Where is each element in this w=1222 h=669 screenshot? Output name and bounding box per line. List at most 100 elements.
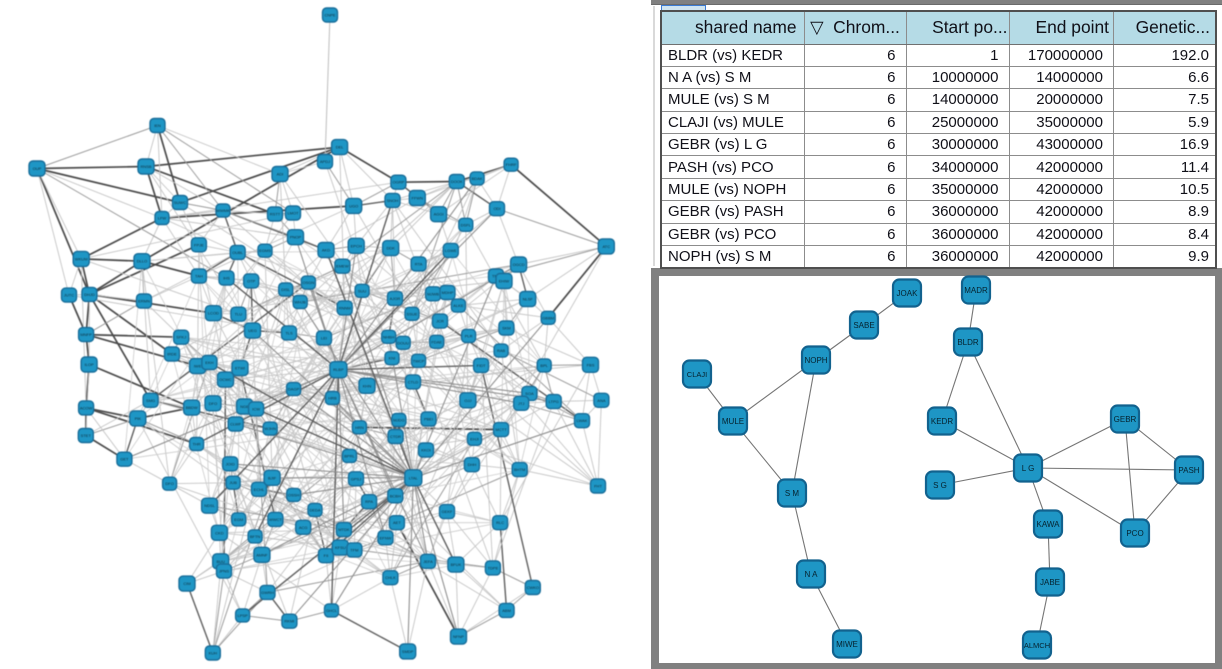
svg-text:S G: S G (933, 481, 947, 490)
svg-text:FII: FII (324, 553, 329, 558)
svg-text:MIWE: MIWE (836, 640, 858, 649)
svg-text:APDJ: APDJ (320, 159, 330, 164)
svg-text:MJDG: MJDG (393, 418, 404, 423)
svg-text:JOAK: JOAK (897, 289, 919, 298)
svg-text:SOA: SOA (525, 391, 534, 396)
svg-text:DEL: DEL (336, 145, 345, 150)
svg-text:SFKJ: SFKJ (176, 335, 186, 340)
svg-text:PLR: PLR (465, 333, 473, 338)
svg-text:KFSU: KFSU (335, 545, 346, 550)
svg-text:CWKO: CWKO (527, 585, 539, 590)
svg-text:ADI: ADI (277, 172, 284, 177)
svg-text:MDHP: MDHP (442, 290, 454, 295)
svg-text:BJIF: BJIF (268, 475, 277, 480)
svg-text:SMDP: SMDP (402, 649, 414, 654)
svg-text:GET: GET (120, 457, 129, 462)
svg-text:BLDR: BLDR (957, 338, 979, 347)
svg-text:BBDW: BBDW (186, 405, 198, 410)
svg-text:JEFA: JEFA (423, 559, 433, 564)
svg-text:OGRP: OGRP (393, 180, 405, 185)
svg-text:AET: AET (393, 520, 401, 525)
svg-text:WHJB: WHJB (295, 300, 307, 305)
svg-text:PCO: PCO (1126, 529, 1143, 538)
svg-text:TLS: TLS (285, 330, 293, 335)
svg-text:RNSB: RNSB (140, 164, 151, 169)
svg-text:KKOI: KKOI (421, 448, 431, 453)
svg-text:JPNS: JPNS (219, 569, 230, 574)
svg-text:MNFP: MNFP (80, 332, 92, 337)
svg-text:NDSL: NDSL (204, 503, 215, 508)
svg-text:OUP: OUP (33, 166, 42, 171)
svg-text:RTA: RTA (415, 261, 423, 266)
svg-text:NGE: NGE (240, 404, 249, 409)
svg-text:EMEW: EMEW (336, 264, 349, 269)
svg-text:NFNP: NFNP (453, 634, 464, 639)
svg-text:TLU: TLU (235, 312, 243, 317)
svg-text:TWCP: TWCP (413, 358, 425, 363)
svg-text:EGM: EGM (234, 517, 243, 522)
svg-text:OGCD: OGCD (513, 262, 525, 267)
svg-text:STET: STET (81, 433, 92, 438)
svg-text:N A: N A (805, 570, 819, 579)
svg-text:IRDE: IRDE (167, 352, 177, 357)
svg-text:CNPE: CNPE (324, 13, 335, 18)
svg-text:SNOH: SNOH (387, 198, 399, 203)
svg-text:ETWI: ETWI (235, 366, 245, 371)
svg-text:TFM: TFM (350, 547, 358, 552)
svg-text:SSUE: SSUE (407, 311, 418, 316)
svg-text:OSGN: OSGN (303, 280, 315, 285)
svg-text:IWE: IWE (194, 364, 202, 369)
svg-text:RLBP: RLBP (333, 367, 344, 372)
svg-text:LGWE: LGWE (445, 248, 457, 253)
svg-text:KNI: KNI (389, 356, 396, 361)
svg-text:KUH: KUH (209, 651, 218, 656)
svg-text:SABE: SABE (853, 321, 874, 330)
svg-text:LWAK: LWAK (577, 418, 588, 423)
svg-text:CHLK: CHLK (385, 575, 396, 580)
svg-text:IHS: IHS (223, 276, 230, 281)
svg-text:LPSP: LPSP (237, 613, 248, 618)
svg-text:GPSJ: GPSJ (351, 476, 361, 481)
svg-text:JCR: JCR (436, 319, 444, 324)
svg-text:JABE: JABE (1040, 578, 1060, 587)
svg-text:BUU: BUU (216, 559, 225, 564)
svg-text:DISL: DISL (281, 287, 291, 292)
svg-text:OSSH: OSSH (288, 492, 299, 497)
svg-text:FHRF: FHRF (506, 162, 517, 167)
svg-text:DFO: DFO (209, 401, 217, 406)
svg-text:MULE: MULE (722, 417, 744, 426)
svg-text:TAH: TAH (195, 274, 203, 279)
svg-text:IEN: IEN (154, 123, 161, 128)
svg-text:WKUM: WKUM (75, 256, 88, 261)
svg-text:OUBL: OUBL (232, 250, 244, 255)
svg-text:ATC: ATC (602, 244, 610, 249)
svg-text:RAB: RAB (497, 348, 506, 353)
svg-text:KEDR: KEDR (931, 417, 953, 426)
svg-text:MTDK: MTDK (338, 527, 350, 532)
svg-text:CTLD: CTLD (408, 379, 419, 384)
svg-text:DFO: DFO (165, 481, 173, 486)
svg-text:WJHN: WJHN (264, 426, 276, 431)
svg-text:ACG: ACG (299, 525, 308, 530)
svg-text:OCWC: OCWC (219, 377, 232, 382)
svg-text:WWMK: WWMK (216, 208, 230, 213)
svg-text:CLAJI: CLAJI (687, 370, 707, 379)
svg-text:UEG: UEG (248, 328, 257, 333)
svg-text:HRB: HRB (328, 396, 337, 401)
svg-text:LTAL: LTAL (409, 475, 419, 480)
svg-text:ANA: ANA (597, 398, 606, 403)
svg-text:KAWA: KAWA (1037, 520, 1061, 529)
svg-text:MCTT: MCTT (496, 427, 508, 432)
svg-text:EPCH: EPCH (351, 243, 362, 248)
svg-text:JUTC: JUTC (64, 293, 74, 298)
svg-text:CTDR: CTDR (390, 434, 401, 439)
svg-text:EHJI: EHJI (470, 436, 479, 441)
svg-text:CIM: CIM (183, 581, 190, 586)
svg-text:EKH: EKH (205, 360, 213, 365)
svg-text:MJWB: MJWB (427, 291, 439, 296)
svg-text:L G: L G (1022, 464, 1035, 473)
svg-text:RKMI: RKMI (284, 619, 294, 624)
svg-text:DEDA: DEDA (309, 507, 320, 512)
svg-text:LEI: LEI (321, 336, 327, 341)
svg-text:ALMCH: ALMCH (1024, 641, 1050, 650)
